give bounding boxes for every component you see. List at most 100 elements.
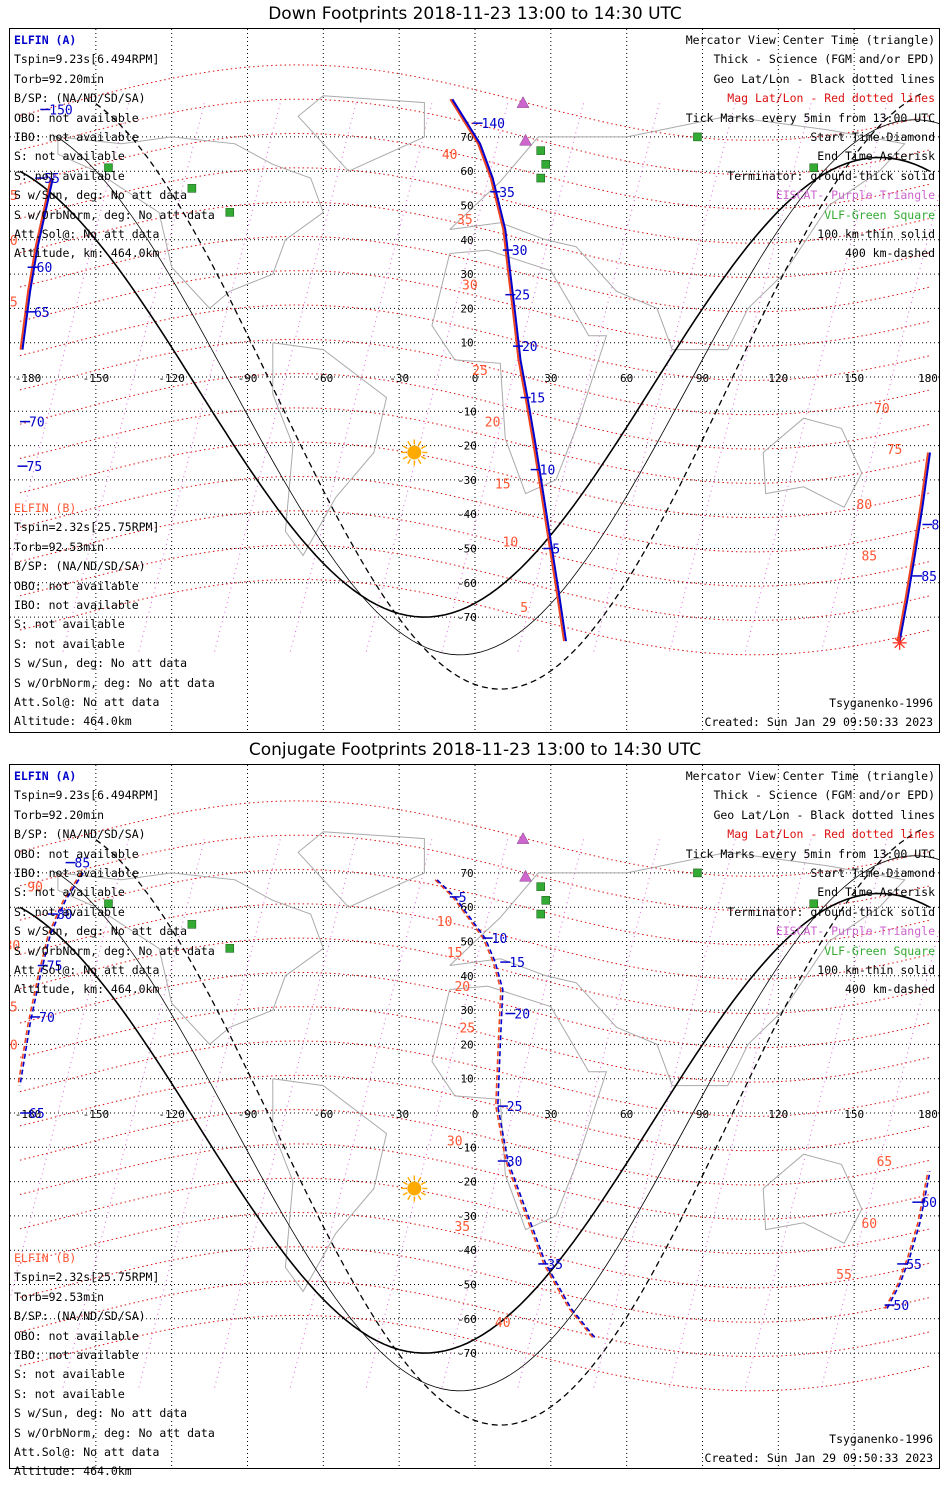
sun-ray	[402, 1191, 408, 1196]
panel-title-down: Down Footprints 2018-11-23 13:00 to 14:3…	[268, 4, 682, 24]
coastline	[297, 831, 425, 908]
vlf-square-icon	[536, 882, 545, 891]
sun-ray	[402, 455, 408, 460]
map-canvas-conjugate: -180 -150 -120 -90 -60 -30 0 30 60 90 120 150 180 70 6…	[10, 765, 939, 1468]
created-label-down: Created: Sun Jan 29 09:50:33 2023	[704, 715, 933, 729]
legend-line: Geo Lat/Lon - Black dotted lines	[713, 71, 935, 86]
elfin-a-tick-label: 70	[39, 1011, 55, 1026]
elfin-b-tick-label: 40	[442, 148, 458, 163]
coastline	[449, 851, 906, 1087]
elfin-b-tick-label: 35	[454, 1220, 470, 1235]
legend-line: Mag Lat/Lon - Red dotted lines	[727, 827, 935, 842]
info-line: IBO: not available	[14, 129, 139, 144]
terminator-100km	[55, 119, 939, 656]
elfin-b-tick-label: 20	[454, 980, 470, 995]
legend-line: Thick - Science (FGM and/or EPD)	[713, 788, 935, 803]
elfin-b-tick-label: 90	[27, 881, 43, 896]
elfin-b-track	[17, 872, 82, 1086]
lon-tick-label: 60	[620, 1108, 633, 1121]
elfin-b-tick-label: 80	[856, 498, 872, 513]
eiscat-triangle-icon	[516, 96, 530, 108]
lon-tick-label: -30	[389, 1108, 409, 1121]
lat-tick-label: 20	[460, 1038, 473, 1051]
info-line: Torb=92.20min	[14, 807, 105, 822]
created-label-conjugate: Created: Sun Jan 29 09:50:33 2023	[704, 1451, 933, 1465]
elfin-a-tick-label: 75	[47, 960, 63, 975]
info-line: S: not available	[14, 617, 125, 632]
lon-tick-label: 30	[544, 372, 557, 385]
lat-tick-label: 40	[460, 970, 473, 983]
legend-line: Thick - Science (FGM and/or EPD)	[713, 52, 935, 67]
elfin-b-tick-label: 70	[874, 402, 890, 417]
lon-tick-label: 0	[472, 372, 479, 385]
elfin-a-tick-label: 20	[514, 1008, 530, 1023]
elfin-a-tick-label: 20	[522, 340, 538, 355]
elfin-a-tick-label: 15	[530, 392, 546, 407]
info-line: Att.Sol@: No att data	[14, 1444, 160, 1459]
lon-tick-label: -150	[83, 372, 110, 385]
elfin-b-tick-label: 75	[887, 443, 903, 458]
vlf-square-icon	[536, 909, 545, 919]
lat-tick-label: 50	[460, 936, 473, 949]
eiscat-triangle-icon	[519, 133, 532, 146]
lat-tick-label: 40	[460, 234, 473, 247]
elfin-b-tick-label: 30	[462, 278, 478, 293]
info-line: S w/OrbNorm, deg: No att data	[14, 675, 215, 690]
coastline	[57, 872, 324, 1046]
elfin-a-tick-label: 35	[547, 1258, 563, 1273]
legend-conjugate: Mercator View Center Time (triangle) Thi…	[686, 767, 935, 1000]
legend-line: 100 km-thin solid	[817, 962, 935, 977]
vlf-square-icon	[693, 868, 702, 878]
info-line: Torb=92.53min	[14, 1289, 105, 1304]
elfin-b-track	[896, 452, 929, 642]
lon-tick-label: -120	[158, 372, 185, 385]
info-line: OBO: not available	[14, 578, 139, 593]
elfin-b-tick-label: 85	[861, 549, 877, 564]
legend-line: Terminator: ground-thick solid	[727, 904, 935, 919]
elfin-a-track	[451, 98, 567, 642]
legend-down: Mercator View Center Time (triangle) Thi…	[686, 31, 935, 264]
elfin-b-tick-label: 20	[485, 416, 501, 431]
info-line: OBO: not available	[14, 1328, 139, 1343]
coastline	[449, 115, 906, 351]
info-line: Tspin=9.23s[6.494RPM]	[14, 788, 160, 803]
vlf-square-icon	[225, 944, 235, 953]
elfin-a-tick-label: 35	[499, 186, 515, 201]
elfin-b-tick-label: 60	[10, 234, 18, 249]
elfin-b-header: ELFIN (B)	[14, 501, 77, 515]
legend-line: Tick Marks every 5min from 13:00 UTC	[685, 110, 935, 125]
legend-line: VLF-Green Square	[824, 943, 935, 958]
info-line: S w/OrbNorm, deg: No att data	[14, 207, 215, 222]
eiscat-triangle-icon	[516, 832, 530, 844]
lon-tick-label: -180	[15, 1108, 42, 1121]
terminator-ground	[19, 156, 931, 618]
lon-tick-label: 60	[620, 372, 633, 385]
elfin-a-tick-label: 50	[894, 1299, 910, 1314]
elfin-a-tick-label: 60	[37, 261, 53, 276]
info-line: IBO: not available	[14, 597, 139, 612]
lat-tick-label: -30	[457, 474, 477, 487]
info-line: Torb=92.20min	[14, 71, 105, 86]
sun-ray	[417, 1176, 422, 1182]
elfin-b-tick-label: 15	[447, 946, 463, 961]
info-line: S: not available	[14, 1367, 125, 1382]
sun-ray	[420, 445, 426, 450]
lon-tick-label: 90	[696, 1108, 709, 1121]
elfin-b-tick-label: 65	[877, 1155, 893, 1170]
legend-line: Terminator: ground-thick solid	[727, 168, 935, 183]
info-line: S w/Sun, deg: No att data	[14, 188, 188, 203]
sun-icon	[407, 1181, 422, 1196]
lon-tick-label: 90	[696, 372, 709, 385]
elfin-b-tick-label: 55	[10, 189, 18, 204]
legend-line: Start Time-Diamond	[810, 129, 935, 144]
eiscat-triangle-icon	[519, 869, 532, 882]
info-line: Altitude: 464.0km	[14, 714, 132, 729]
info-line: S: not available	[14, 168, 125, 183]
info-line: IBO: not available	[14, 865, 139, 880]
sun-ray	[407, 1176, 411, 1182]
info-line: B/SP: (NA/ND/SD/SA)	[14, 559, 146, 574]
elfin-a-track	[886, 1171, 931, 1309]
lat-tick-label: -10	[457, 405, 477, 418]
coastline	[272, 1078, 388, 1293]
elfin-a-track	[898, 452, 931, 642]
